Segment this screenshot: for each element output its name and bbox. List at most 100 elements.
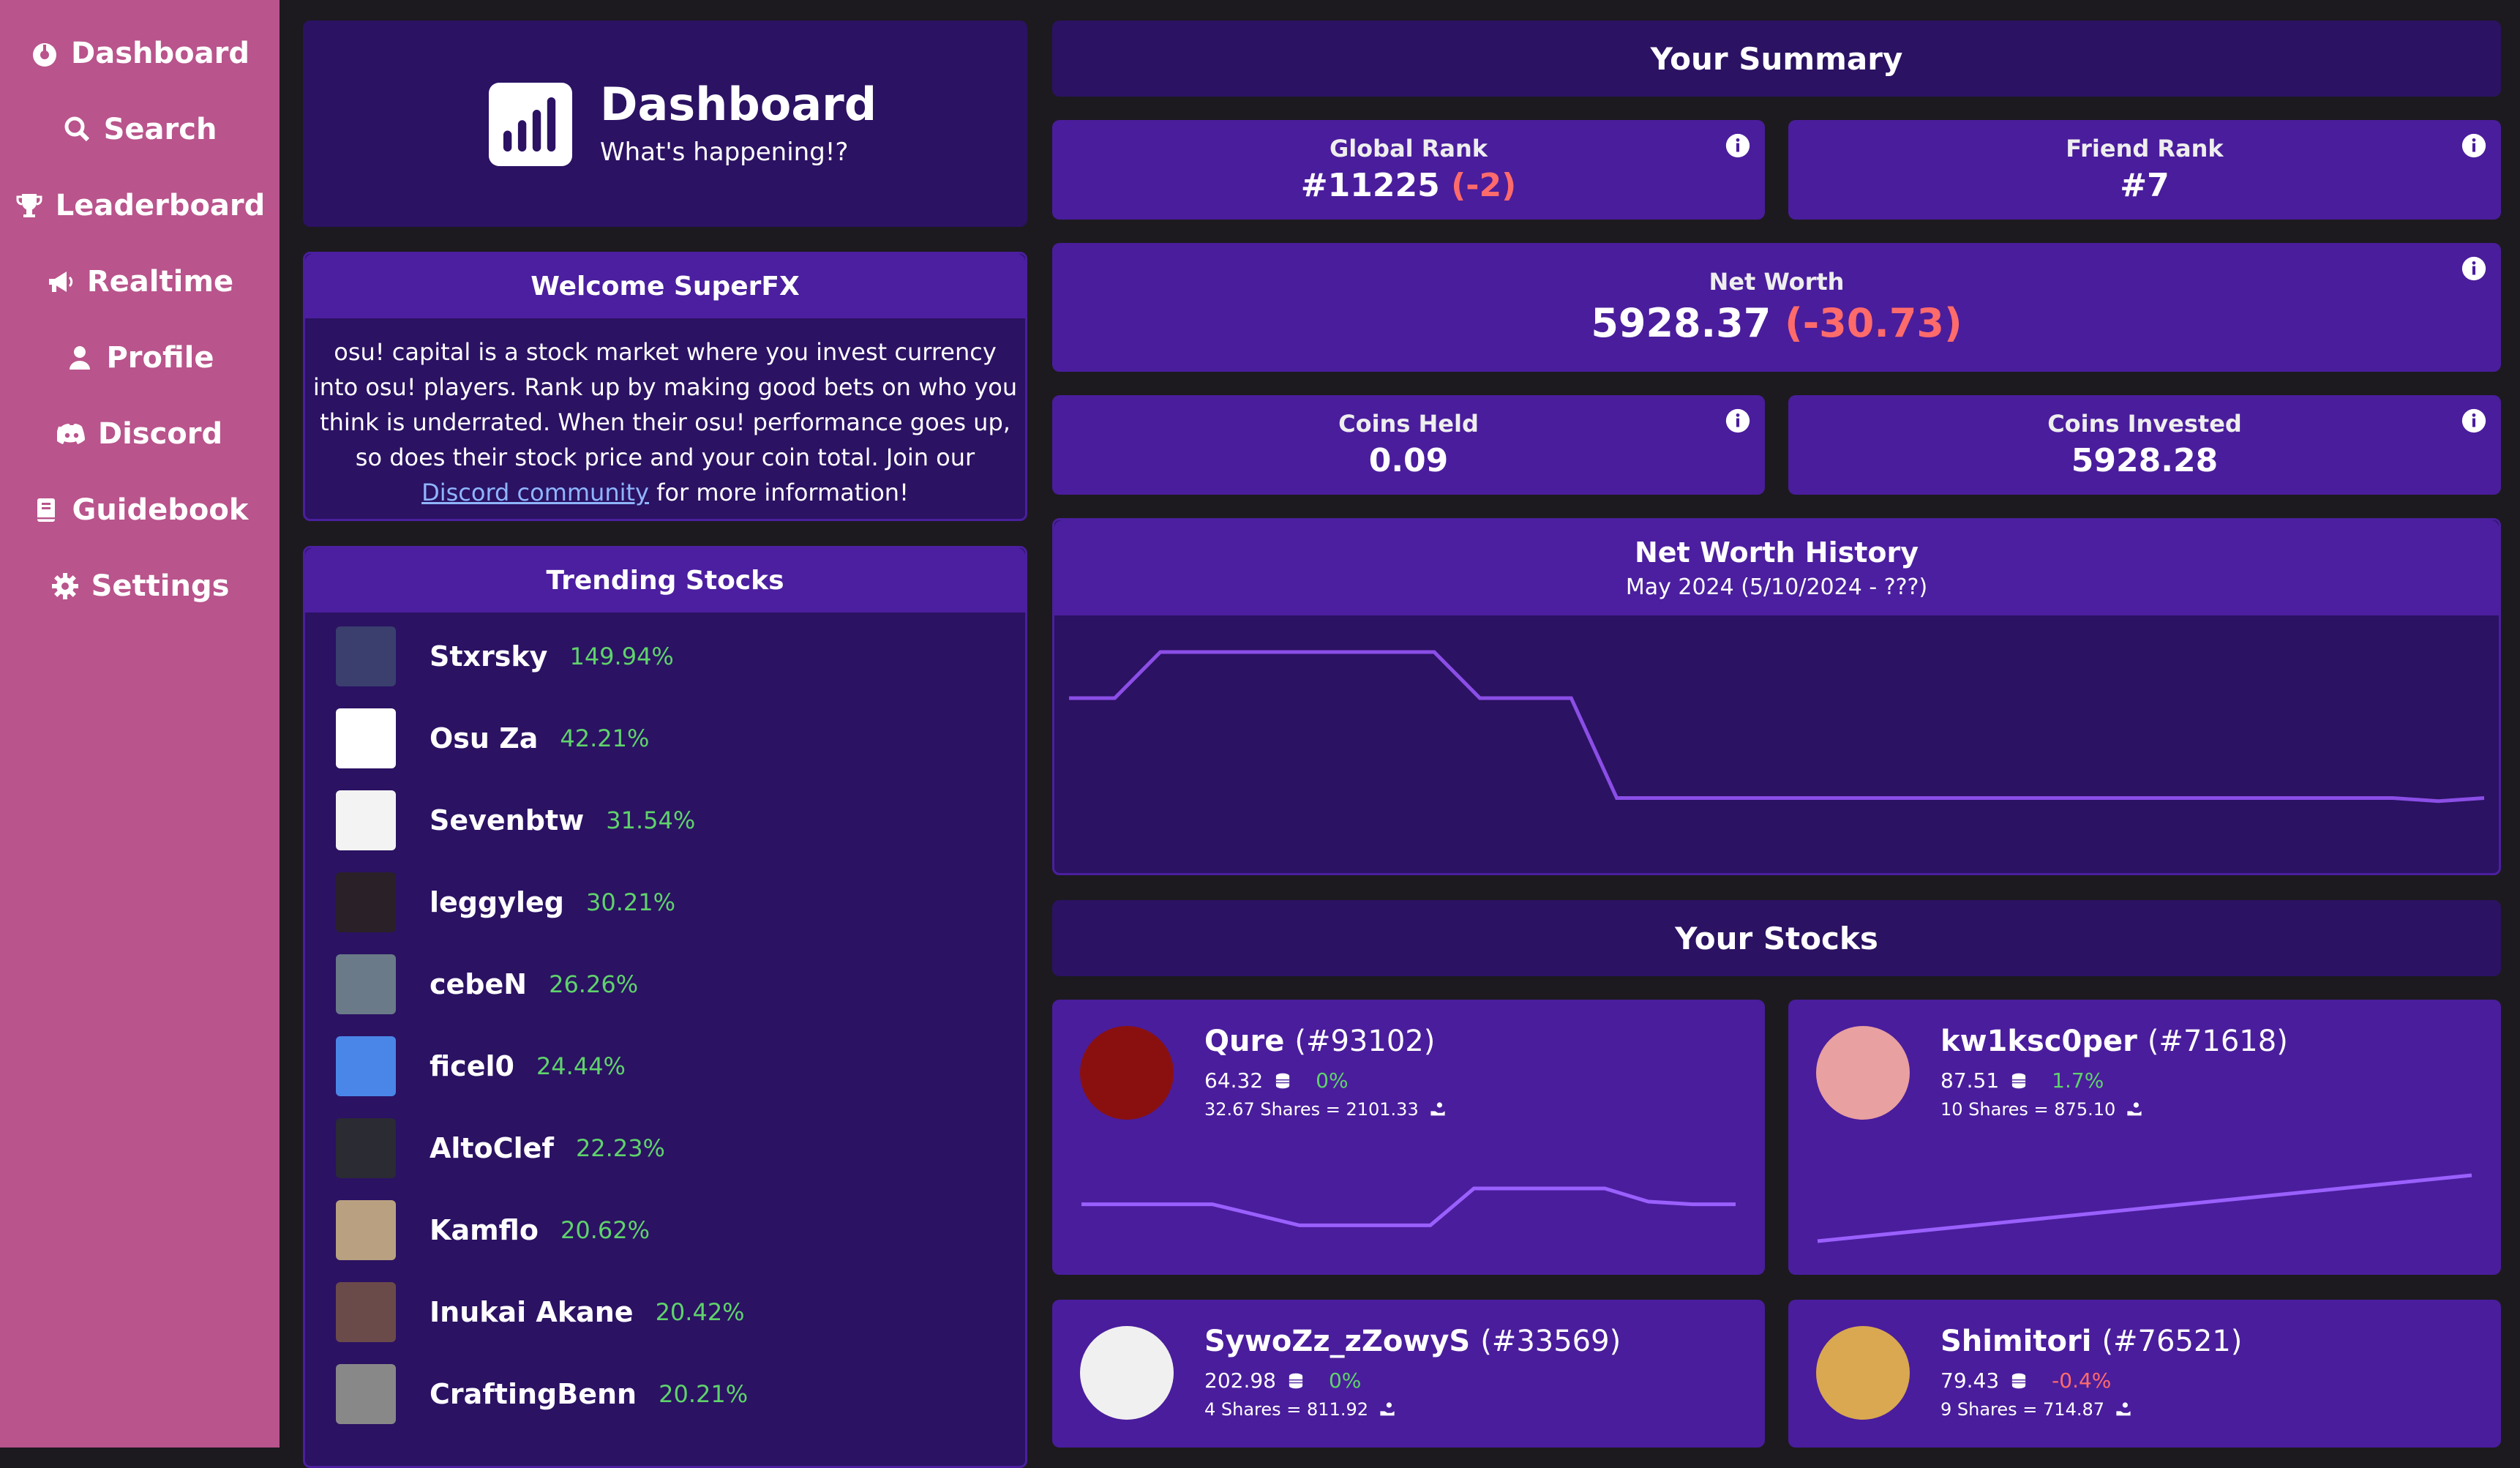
stock-price: 202.98 0%: [1204, 1368, 1361, 1393]
dashboard-icon: [33, 43, 57, 67]
trending-name: Kamflo: [430, 1214, 539, 1246]
stock-sparkline: [1081, 1186, 1736, 1227]
stock-card[interactable]: kw1ksc0per (#71618) 87.51 1.7% 10 Shares = 8…: [1788, 1000, 2501, 1275]
trending-pct: 24.44%: [536, 1052, 626, 1080]
stock-rank: (#71618): [2147, 1025, 2288, 1058]
avatar: [1080, 1026, 1174, 1120]
friend-rank-value: #7: [2120, 167, 2170, 204]
user-icon: [70, 346, 91, 370]
trending-row[interactable]: cebeN 26.26%: [336, 948, 638, 1021]
stock-shares-text: 10 Shares = 875.10: [1940, 1099, 2116, 1120]
sidebar-item-label: Leaderboard: [55, 189, 266, 222]
trending-row[interactable]: CraftingBenn 20.21%: [336, 1357, 748, 1431]
stock-price: 79.43 -0.4%: [1940, 1368, 2111, 1393]
trending-title: Trending Stocks: [305, 548, 1025, 613]
trending-pct: 31.54%: [606, 806, 696, 834]
sidebar-item-discord[interactable]: Discord: [0, 401, 280, 467]
coins-icon: [1289, 1373, 1303, 1389]
info-icon[interactable]: [2461, 133, 2486, 158]
welcome-line: think is underrated. When their osu! per…: [320, 408, 1010, 436]
stock-card[interactable]: Shimitori (#76521) 79.43 -0.4% 9 Shares = 71…: [1788, 1300, 2501, 1448]
sidebar-item-label: Settings: [91, 569, 230, 603]
avatar: [1816, 1326, 1910, 1420]
trending-row[interactable]: leggyleg 30.21%: [336, 866, 675, 939]
avatar: [336, 626, 396, 686]
sidebar-item-leaderboard[interactable]: Leaderboard: [0, 173, 280, 239]
sidebar-item-label: Realtime: [86, 265, 234, 299]
info-icon[interactable]: [2461, 256, 2486, 281]
coins-invested-label: Coins Invested: [2047, 410, 2242, 438]
net-worth-history-chart: [1069, 650, 2485, 804]
hand-coins-icon: [1380, 1402, 1395, 1416]
sidebar-item-dashboard[interactable]: Dashboard: [0, 20, 280, 86]
discord-community-link[interactable]: Discord community: [421, 479, 649, 506]
trending-name: ficel0: [430, 1050, 514, 1082]
stock-shares: 32.67 Shares = 2101.33: [1204, 1099, 1447, 1120]
info-icon[interactable]: [1725, 133, 1750, 158]
welcome-body: osu! capital is a stock market where you…: [305, 334, 1025, 510]
trending-row[interactable]: Kamflo 20.62%: [336, 1194, 650, 1267]
trending-row[interactable]: Osu Za 42.21%: [336, 702, 649, 775]
trending-name: AltoClef: [430, 1132, 554, 1164]
friend-rank-card: Friend Rank #7: [1788, 120, 2501, 220]
summary-title: Your Summary: [1052, 20, 2501, 97]
welcome-panel: Welcome SuperFX osu! capital is a stock …: [303, 252, 1027, 521]
trending-row[interactable]: Inukai Akane 20.42%: [336, 1276, 745, 1349]
stock-shares: 4 Shares = 811.92: [1204, 1399, 1396, 1420]
stock-username: Qure: [1204, 1025, 1285, 1058]
sidebar-item-search[interactable]: Search: [0, 97, 280, 162]
net-worth-card: Net Worth 5928.37 (-30.73): [1052, 243, 2501, 372]
stock-shares-text: 4 Shares = 811.92: [1204, 1399, 1369, 1420]
trending-name: Sevenbtw: [430, 804, 585, 836]
stock-card[interactable]: SywoZz_zZowyS (#33569) 202.98 0% 4 Shares = …: [1052, 1300, 1765, 1448]
trending-row[interactable]: AltoClef 22.23%: [336, 1112, 665, 1185]
welcome-line-tail: for more information!: [648, 479, 909, 506]
stock-name: Qure (#93102): [1204, 1025, 1435, 1058]
trending-name: Osu Za: [430, 722, 539, 754]
history-header: Net Worth History May 2024 (5/10/2024 - …: [1054, 520, 2499, 615]
trending-row[interactable]: Sevenbtw 31.54%: [336, 784, 695, 857]
trending-pct: 26.26%: [549, 970, 639, 998]
trending-row[interactable]: Stxrsky 149.94%: [336, 620, 674, 693]
trending-panel: Trending Stocks Stxrsky 149.94% Osu Za 42.2…: [303, 546, 1027, 1468]
book-icon: [37, 498, 55, 522]
avatar: [336, 872, 396, 932]
trending-name: Stxrsky: [430, 640, 548, 673]
trending-pct: 149.94%: [569, 643, 674, 670]
stock-price: 64.32 0%: [1204, 1068, 1349, 1093]
trending-name: leggyleg: [430, 886, 564, 918]
hand-coins-icon: [2127, 1102, 2142, 1116]
sidebar-item-guidebook[interactable]: Guidebook: [0, 477, 280, 543]
welcome-title: Welcome SuperFX: [305, 254, 1025, 318]
gear-icon: [51, 573, 78, 599]
avatar: [336, 1118, 396, 1178]
sidebar-item-settings[interactable]: Settings: [0, 553, 280, 619]
sidebar-item-label: Guidebook: [72, 493, 249, 527]
stock-price-value: 202.98: [1204, 1368, 1276, 1393]
page-subtitle: What's happening!?: [600, 138, 849, 167]
trending-pct: 20.42%: [655, 1298, 745, 1326]
coins-held-label: Coins Held: [1338, 410, 1479, 438]
coins-icon: [1276, 1073, 1290, 1089]
sidebar-item-realtime[interactable]: Realtime: [0, 249, 280, 315]
info-icon[interactable]: [1725, 408, 1750, 433]
trending-row[interactable]: ficel0 24.44%: [336, 1030, 626, 1103]
stock-card[interactable]: Qure (#93102) 64.32 0% 32.67 Shares = 2101.3…: [1052, 1000, 1765, 1275]
stock-price: 87.51 1.7%: [1940, 1068, 2104, 1093]
stock-price-value: 79.43: [1940, 1368, 2000, 1393]
avatar: [336, 1200, 396, 1260]
stock-name: SywoZz_zZowyS (#33569): [1204, 1325, 1621, 1358]
hand-coins-icon: [2116, 1402, 2131, 1416]
trending-name: cebeN: [430, 968, 528, 1000]
stock-sparkline: [1817, 1173, 2472, 1243]
megaphone-icon: [48, 271, 73, 292]
page-title: Dashboard: [600, 78, 877, 131]
avatar: [336, 708, 396, 768]
info-icon[interactable]: [2461, 408, 2486, 433]
stock-price-value: 64.32: [1204, 1068, 1264, 1093]
stock-change: -0.4%: [2052, 1368, 2112, 1393]
global-rank-change: (-2): [1451, 167, 1517, 204]
sidebar-item-label: Profile: [106, 341, 214, 375]
stock-shares-text: 9 Shares = 714.87: [1940, 1399, 2105, 1420]
sidebar-item-profile[interactable]: Profile: [0, 325, 280, 391]
